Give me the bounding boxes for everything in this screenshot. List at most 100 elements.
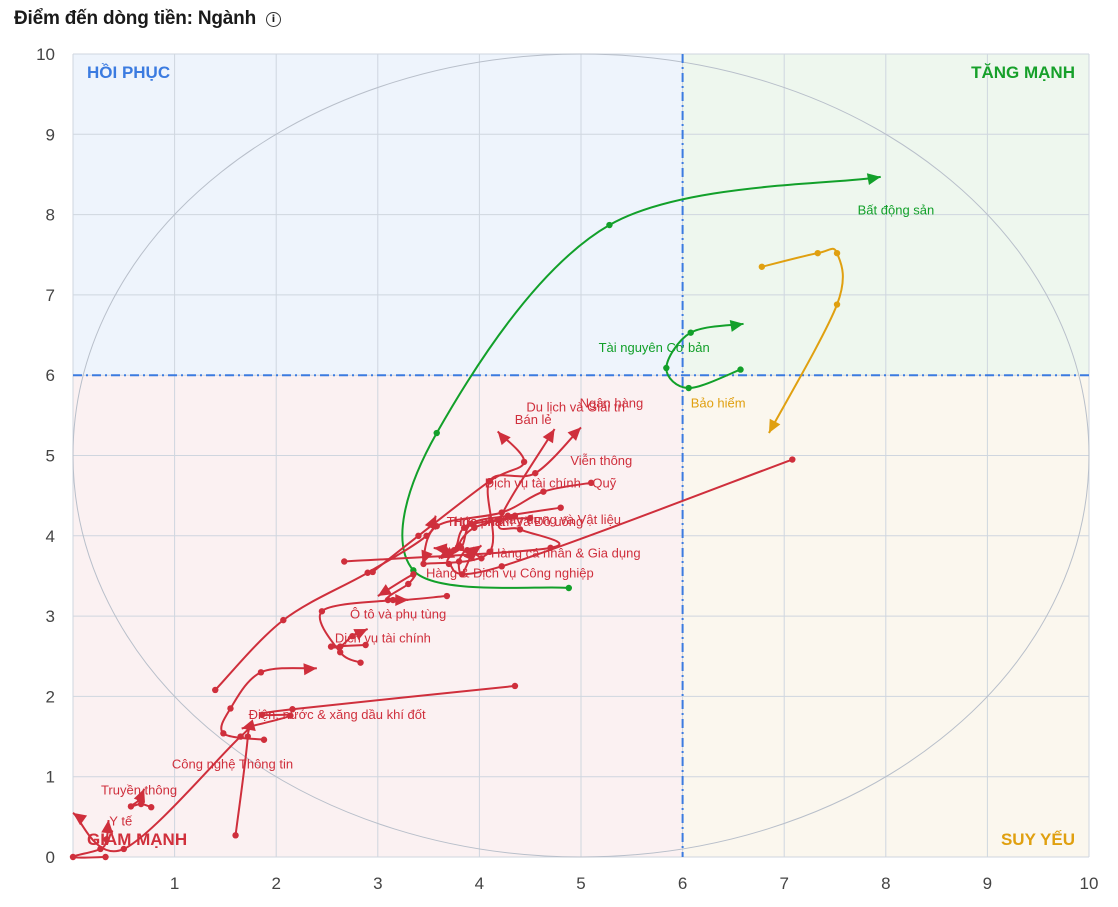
- y-tick-label: 6: [46, 366, 55, 385]
- series-label-o-to-va-phu-tung: Ô tô và phụ tùng: [350, 607, 446, 622]
- series-point: [478, 555, 485, 562]
- series-point: [464, 547, 471, 554]
- series-point: [103, 836, 110, 843]
- series-arrow-head: [768, 418, 781, 434]
- series-trail: [401, 175, 881, 589]
- series-trails: [69, 173, 881, 861]
- series-point: [532, 469, 539, 477]
- series-point: [364, 569, 371, 576]
- series-label-ban-le: Bán lẻ: [515, 412, 552, 427]
- series-arrow-head: [567, 427, 581, 441]
- x-tick-label: 8: [881, 874, 890, 893]
- series-arrow-head: [433, 543, 448, 556]
- x-tick-label: 9: [983, 874, 992, 893]
- series-ban-le: [369, 430, 528, 576]
- series-y-te: [127, 788, 155, 811]
- series-point: [685, 384, 692, 392]
- info-icon[interactable]: i: [266, 11, 281, 27]
- y-tick-label: 9: [46, 125, 55, 144]
- series-hang-dich-vu-cong-nghiep: [377, 571, 451, 604]
- series-point: [789, 456, 796, 463]
- series-point: [458, 571, 466, 578]
- series-point: [389, 596, 397, 604]
- series-trail: [214, 515, 437, 691]
- series-arrow-head: [395, 594, 409, 607]
- series-point: [232, 832, 239, 839]
- series-arrow-head: [303, 663, 317, 676]
- series-point: [540, 488, 547, 495]
- series-point: [357, 659, 364, 666]
- series-point: [415, 532, 422, 539]
- series-bao-hiem: [758, 247, 844, 434]
- series-point: [337, 643, 344, 650]
- series-arrow-head: [463, 547, 475, 562]
- series-truyen-thong: [220, 663, 317, 743]
- series-point: [318, 608, 326, 615]
- series-label-y-te: Y tế: [109, 814, 133, 829]
- series-point: [341, 558, 348, 565]
- x-tick-label: 2: [271, 874, 280, 893]
- chart-title: Điểm đến dòng tiền: Ngành: [14, 8, 256, 29]
- y-tick-label: 3: [46, 607, 55, 626]
- series-point: [737, 366, 744, 373]
- series-cong-nghe-thong-tin: [241, 682, 519, 732]
- series-label-du-lich-va-giai-tri: Du lịch và Giải trí: [526, 399, 625, 414]
- series-point: [457, 544, 465, 552]
- x-tick-label: 10: [1080, 874, 1099, 893]
- series-arrow-head: [866, 173, 881, 186]
- series-label-cong-nghe-thong-tin: Công nghệ Thông tin: [172, 757, 293, 772]
- series-point: [148, 804, 155, 811]
- series-hang-ca-nhan-gia-dung: [455, 546, 485, 578]
- series-point: [423, 532, 430, 539]
- series-label-ngan-hang: Ngân hàng: [580, 395, 644, 410]
- series-point: [460, 524, 468, 531]
- series-label-dich-vu-tai-chinh: Dịch vụ tài chính: [335, 631, 431, 646]
- series-point: [280, 616, 287, 624]
- series-arrow-head: [241, 719, 256, 732]
- series-point: [362, 641, 369, 649]
- series-point: [102, 853, 109, 861]
- series-arrow-head: [542, 429, 555, 444]
- series-label-hang-dich-vu-cong-nghiep: Hàng & Dịch vụ Công nghiệp: [426, 566, 594, 581]
- series-dien-nuoc-xang-dau-khi-dot: [327, 628, 369, 650]
- series-point: [498, 563, 505, 570]
- quadrant-label-suy-yeu: SUY YẾU: [1001, 830, 1075, 849]
- series-label-hang-ca-nhan-gia-dung: Hàng cá nhân & Gia dụng: [491, 545, 641, 560]
- series-label-dich-vu-tai-chinh-quy: Dịch vụ tài chính - Quỹ: [485, 476, 617, 491]
- x-tick-label: 3: [373, 874, 382, 893]
- y-tick-label: 7: [46, 286, 55, 305]
- axis-ticks: 1 2 3 4 5 6 7 8 9 10 0 1 2 3 4 5 6 7 8 9 10: [36, 45, 1098, 893]
- series-arrow-head: [73, 812, 88, 826]
- series-labels: Bất động sản Tài nguyên Cơ bản Bảo hiểm Ngâ…: [101, 203, 934, 829]
- series-point: [237, 733, 244, 740]
- series-point: [257, 669, 265, 676]
- x-tick-label: 1: [170, 874, 179, 893]
- series-label-thuc-pham-va-do-uong: Thực phẩm và Đồ uống: [447, 514, 584, 529]
- series-label-bat-dong-san: Bất động sản: [858, 203, 935, 218]
- series-hoa-chat: [433, 514, 534, 556]
- series-point: [289, 706, 296, 713]
- quadrant-label-hoi-phuc: HỒI PHỤC: [87, 63, 170, 82]
- series-label-vien-thong: Viễn thông: [570, 453, 632, 468]
- series-point: [565, 584, 573, 592]
- y-tick-label: 5: [46, 447, 55, 466]
- series-point: [587, 479, 595, 487]
- series-point: [337, 649, 344, 656]
- series-arrow-head: [467, 545, 482, 558]
- series-arrow-head: [353, 628, 368, 640]
- series-point: [69, 853, 77, 861]
- x-tick-label: 7: [779, 874, 788, 893]
- series-dau-khi: [69, 819, 114, 861]
- series-point: [687, 329, 694, 336]
- series-o-to-va-phu-tung: [212, 515, 437, 694]
- quadrant-label-tang-manh: TĂNG MẠNH: [971, 63, 1075, 82]
- series-point: [486, 477, 493, 485]
- chart-header: Điểm đến dòng tiền: Ngành i: [14, 6, 281, 32]
- series-point: [349, 632, 356, 640]
- series-point: [227, 705, 234, 712]
- series-point: [258, 711, 266, 719]
- y-tick-label: 10: [36, 45, 55, 64]
- series-point: [833, 249, 841, 257]
- series-point: [527, 514, 534, 522]
- series-dich-vu-tai-chinh: [318, 594, 409, 666]
